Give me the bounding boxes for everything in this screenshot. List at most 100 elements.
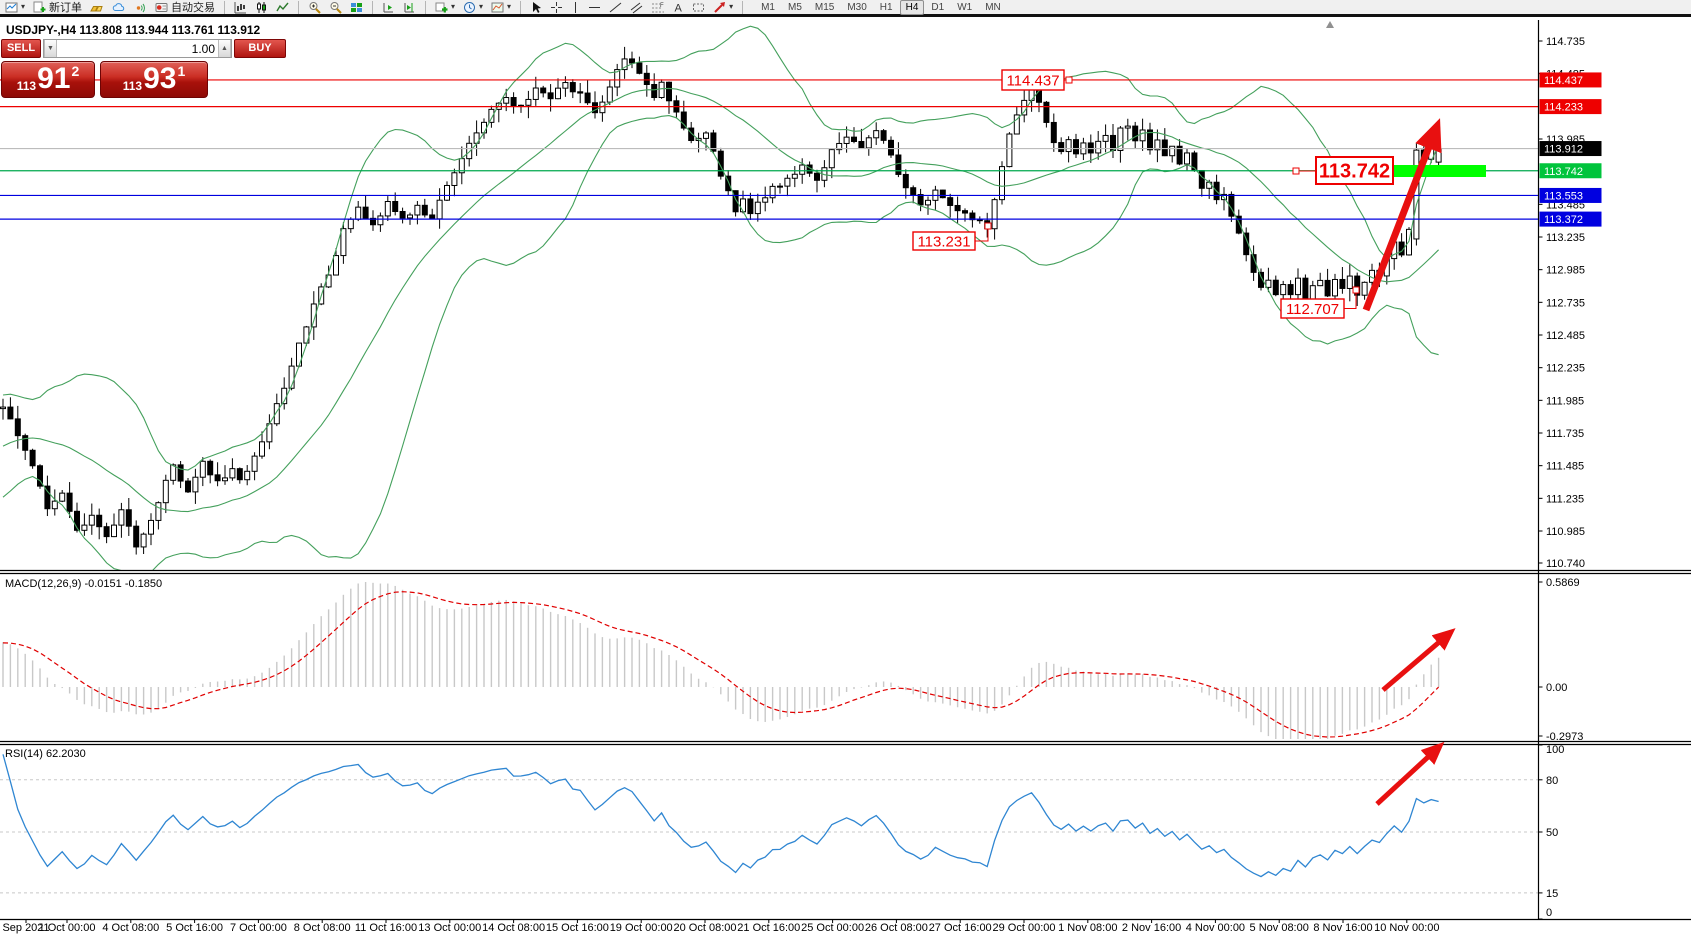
gold-icon	[90, 5, 103, 11]
arrows-button[interactable]: ▾	[710, 0, 736, 15]
new-order-button[interactable]: 新订单	[30, 0, 85, 15]
svg-text:100: 100	[1546, 744, 1564, 756]
svg-text:114.437: 114.437	[1006, 72, 1059, 89]
signals-button[interactable]	[131, 0, 150, 15]
arrow-tool-icon	[714, 1, 726, 13]
timeframe-m30-button[interactable]: M30	[841, 0, 872, 15]
periods-button[interactable]: ▾	[460, 0, 486, 15]
zoom-out-icon	[330, 1, 342, 14]
svg-text:2 Nov 16:00: 2 Nov 16:00	[1122, 922, 1181, 934]
rsi-label-group: RSI(14) 62.2030	[5, 748, 86, 760]
dropdown-caret-icon: ▾	[507, 2, 512, 11]
timeframe-m1-button[interactable]: M1	[755, 0, 781, 15]
toolbar-separator	[298, 0, 300, 14]
svg-text:19 Oct 00:00: 19 Oct 00:00	[610, 922, 673, 934]
svg-text:112.707: 112.707	[1286, 301, 1339, 318]
svg-text:10 Nov 00:00: 10 Nov 00:00	[1374, 922, 1439, 934]
equidistant-channel-button[interactable]	[627, 0, 646, 15]
svg-text:20 Oct 08:00: 20 Oct 08:00	[674, 922, 737, 934]
price-display-row: 113 91 2 113 93 1	[1, 61, 209, 98]
candlesticks	[0, 46, 1442, 555]
label-button[interactable]	[689, 0, 708, 15]
buy-button[interactable]: BUY	[234, 39, 286, 58]
price-level-lines[interactable]	[0, 79, 1538, 220]
svg-text:113.231: 113.231	[917, 233, 970, 250]
volume-input[interactable]	[57, 40, 218, 57]
cursor-button[interactable]	[527, 0, 545, 15]
sell-button[interactable]: SELL	[1, 39, 41, 58]
svg-text:113.372: 113.372	[1544, 214, 1583, 226]
trendline-button[interactable]	[606, 0, 625, 15]
svg-text:4 Nov 00:00: 4 Nov 00:00	[1186, 922, 1245, 934]
svg-text:F: F	[660, 3, 664, 9]
macd-label-group: MACD(12,26,9) -0.0151 -0.1850	[5, 578, 162, 590]
svg-text:0: 0	[1546, 907, 1552, 919]
sell-price-display[interactable]: 113 91 2	[1, 61, 95, 98]
svg-text:25 Oct 00:00: 25 Oct 00:00	[801, 922, 864, 934]
svg-text:13 Oct 00:00: 13 Oct 00:00	[418, 922, 481, 934]
fibonacci-button[interactable]: F	[648, 0, 668, 15]
bar-chart-icon	[234, 1, 247, 13]
indicators-button[interactable]: ▾	[432, 0, 458, 15]
timeframe-mn-button[interactable]: MN	[979, 0, 1007, 15]
crosshair-button[interactable]	[547, 0, 566, 15]
rsi-gridlines	[0, 779, 1538, 894]
line-chart-button[interactable]	[273, 0, 292, 15]
svg-text:113.553: 113.553	[1544, 190, 1583, 202]
text-button[interactable]: A	[670, 0, 687, 15]
buy-price-display[interactable]: 113 93 1	[100, 61, 208, 98]
svg-text:114.233: 114.233	[1544, 102, 1583, 114]
volume-decrease-button[interactable]: ▼	[44, 40, 57, 57]
volume-increase-button[interactable]: ▲	[218, 40, 231, 57]
new-chart-button[interactable]: ▾	[2, 0, 28, 15]
line-chart-icon	[276, 2, 289, 11]
svg-text:4 Oct 08:00: 4 Oct 08:00	[102, 922, 159, 934]
zoom-out-button[interactable]	[326, 0, 345, 15]
sell-price-big: 91	[37, 62, 71, 95]
timeframe-w1-button[interactable]: W1	[951, 0, 978, 15]
svg-text:11 Oct 16:00: 11 Oct 16:00	[355, 922, 417, 934]
timeframe-m15-button[interactable]: M15	[809, 0, 840, 15]
price-annotations[interactable]: 114.437 113.231 113.742 112.707	[912, 69, 1394, 319]
svg-text:110.740: 110.740	[1546, 558, 1585, 570]
volume-stepper: ▼ ▲	[43, 39, 232, 58]
svg-text:114.735: 114.735	[1546, 36, 1585, 48]
candlestick-chart-button[interactable]	[252, 0, 271, 15]
buy-price-big: 93	[143, 62, 177, 95]
community-button[interactable]	[109, 0, 129, 15]
svg-text:26 Oct 08:00: 26 Oct 08:00	[865, 922, 928, 934]
trend-arrows[interactable]	[1362, 118, 1456, 806]
trendline-icon	[609, 2, 622, 12]
timeframe-m5-button[interactable]: M5	[782, 0, 808, 15]
tile-windows-icon	[351, 2, 363, 12]
autotrading-label: 自动交易	[171, 2, 216, 14]
autotrading-button[interactable]: 自动交易	[152, 0, 218, 15]
auto-scroll-button[interactable]	[379, 0, 398, 15]
tile-windows-button[interactable]	[347, 0, 366, 15]
rsi-line	[2, 754, 1439, 878]
label-icon	[693, 3, 705, 11]
bar-chart-button[interactable]	[231, 0, 250, 15]
market-button[interactable]	[87, 0, 107, 15]
timeframe-d1-button[interactable]: D1	[925, 0, 950, 15]
toolbar-separator	[425, 0, 427, 14]
vertical-line-button[interactable]	[568, 0, 583, 15]
channel-icon	[630, 2, 643, 13]
add-indicator-icon	[435, 2, 448, 12]
horizontal-line-button[interactable]	[585, 0, 604, 15]
timeframe-h4-button[interactable]: H4	[899, 0, 925, 15]
sell-price-pip: 2	[71, 63, 80, 79]
entry-highlight[interactable]	[1390, 165, 1486, 177]
zoom-in-button[interactable]	[305, 0, 324, 15]
svg-text:8 Oct 08:00: 8 Oct 08:00	[294, 922, 351, 934]
price-axis[interactable]: 114.735114.485113.985113.485113.235112.9…	[1538, 36, 1602, 570]
toolbar-separator	[372, 0, 374, 14]
chart-shift-button[interactable]	[400, 0, 419, 15]
templates-button[interactable]: ▾	[488, 0, 514, 15]
svg-text:113.742: 113.742	[1319, 161, 1390, 183]
timeframe-h1-button[interactable]: H1	[874, 0, 899, 15]
svg-text:112.735: 112.735	[1546, 297, 1585, 309]
svg-text:14 Oct 08:00: 14 Oct 08:00	[482, 922, 545, 934]
